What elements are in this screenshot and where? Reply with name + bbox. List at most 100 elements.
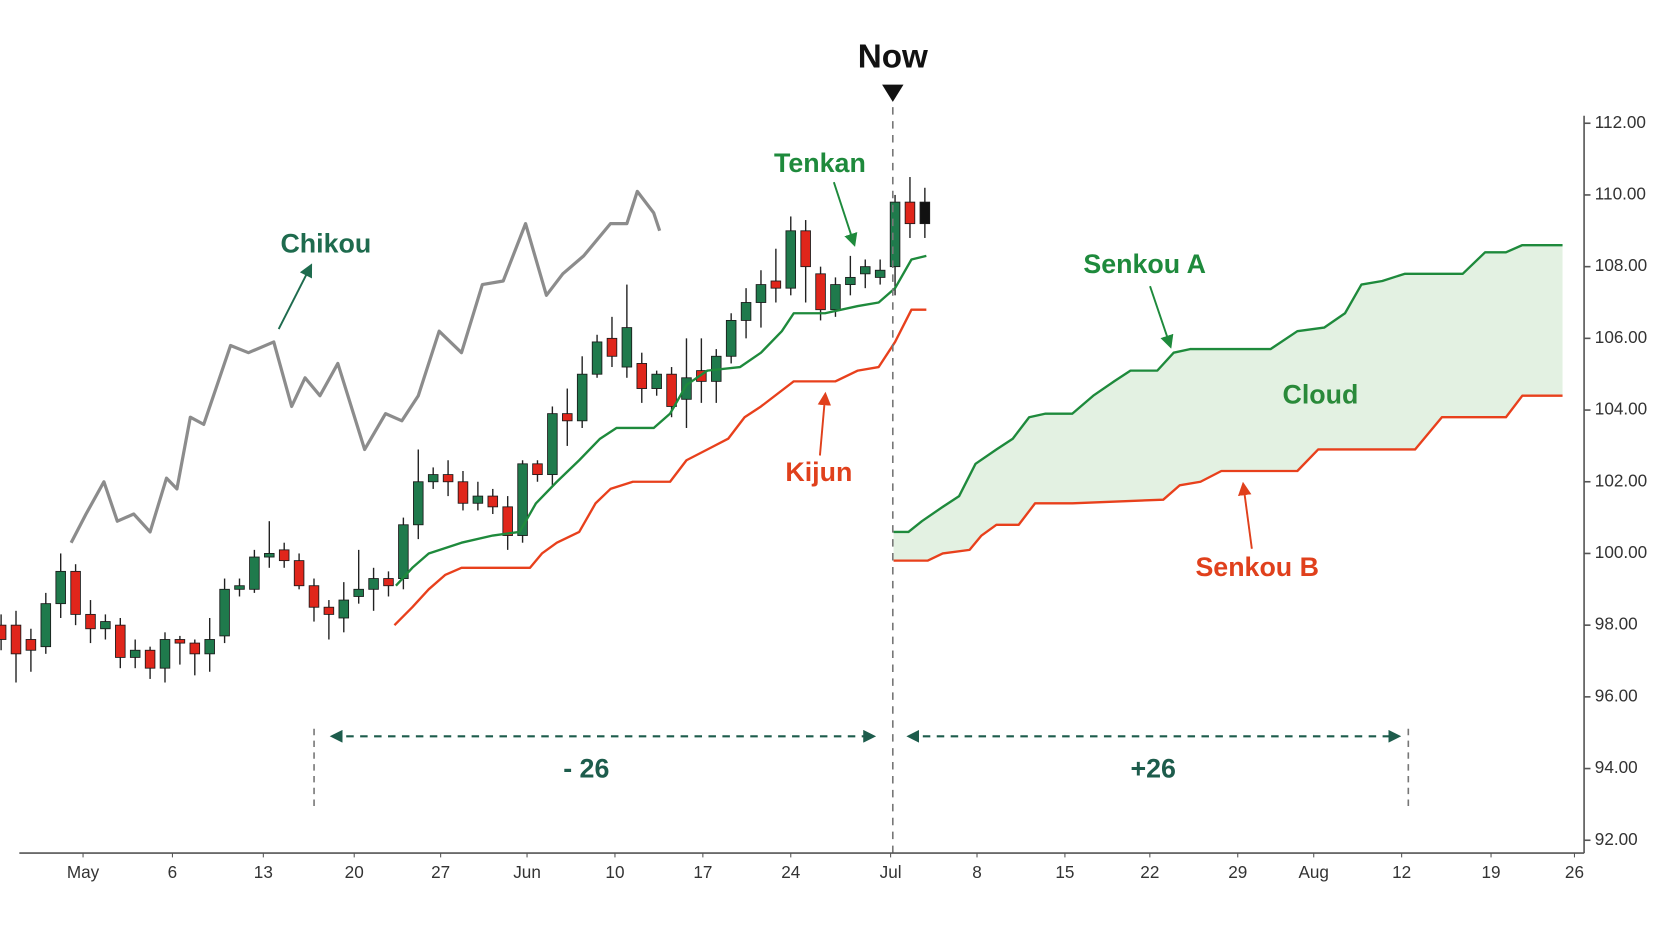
x-tick-label: May — [67, 862, 100, 882]
x-tick-label: 24 — [781, 862, 801, 882]
candle-body — [606, 337, 618, 357]
candle-body — [725, 319, 737, 357]
candle-body — [815, 273, 826, 311]
x-tick-label: 15 — [1055, 862, 1074, 882]
candle-body — [413, 481, 424, 526]
x-tick-label: 10 — [605, 862, 624, 882]
senkou-a-arrow — [1149, 285, 1174, 349]
candle-body — [576, 373, 588, 422]
candle-body — [487, 495, 499, 508]
candle-body — [457, 481, 469, 504]
tenkan-arrow — [832, 181, 858, 247]
candle-body — [904, 201, 916, 225]
candle-body — [427, 474, 439, 483]
cloud-layer — [893, 245, 1563, 561]
now-marker — [882, 84, 904, 102]
back-label: - 26 — [563, 754, 609, 784]
y-tick-label: 92.00 — [1595, 829, 1638, 849]
candle-body — [785, 230, 797, 289]
forward-label: +26 — [1131, 754, 1176, 784]
series-label: Tenkan — [774, 148, 866, 178]
y-tick-label: 98.00 — [1595, 614, 1638, 634]
candle-body — [338, 599, 350, 619]
y-tick-label: 96.00 — [1595, 685, 1638, 705]
candle-body — [293, 560, 305, 587]
x-tick-label: Jun — [513, 862, 541, 882]
candle-body — [85, 613, 96, 630]
candle-body — [636, 363, 648, 389]
x-tick-label: 27 — [431, 862, 450, 882]
chikou-arrow — [277, 263, 313, 330]
x-tick-label: 12 — [1392, 862, 1411, 882]
candle-body — [40, 603, 52, 648]
y-tick-label: 112.00 — [1595, 112, 1646, 132]
x-tick-label: 17 — [693, 862, 712, 882]
candle-body — [845, 276, 856, 286]
candle-body — [547, 413, 558, 476]
x-tick-label: 20 — [345, 862, 364, 882]
candle-body — [770, 280, 782, 289]
marks — [0, 177, 1563, 683]
candle-body — [219, 588, 230, 637]
candle-body — [562, 413, 573, 422]
candle-body — [621, 327, 633, 368]
candle-body — [502, 506, 513, 536]
candle-body — [666, 373, 677, 407]
candle-body — [25, 639, 37, 651]
x-tick-label: 26 — [1565, 862, 1584, 882]
y-tick-label: 106.00 — [1595, 327, 1647, 347]
cloud — [893, 245, 1563, 561]
candle-body — [10, 624, 22, 655]
x-tick-label: Jul — [880, 862, 902, 882]
candle-body — [353, 588, 364, 597]
y-tick-label: 102.00 — [1595, 470, 1647, 490]
candle-body — [115, 624, 126, 658]
candle-body — [830, 284, 841, 311]
x-tick-label: 29 — [1228, 862, 1247, 882]
candle-body — [204, 639, 215, 655]
y-tick-label: 104.00 — [1595, 399, 1647, 419]
x-tick-label: 13 — [254, 862, 273, 882]
candle-body — [368, 578, 379, 590]
candle-body — [681, 377, 692, 400]
candle-body — [591, 341, 603, 375]
candle-body — [308, 585, 320, 608]
indicator-line — [893, 243, 1563, 534]
cloud-label: Cloud — [1283, 380, 1359, 410]
candle-body — [264, 553, 275, 558]
series-label: Kijun — [785, 457, 852, 487]
candle-body — [323, 606, 335, 615]
indicator-line — [395, 254, 927, 587]
y-tick-label: 110.00 — [1595, 183, 1646, 203]
now-label: Now — [858, 39, 928, 76]
series-label: Chikou — [280, 229, 371, 259]
y-tick-label: 94.00 — [1595, 757, 1638, 777]
candle-body — [740, 302, 752, 321]
x-tick-label: 6 — [168, 862, 178, 882]
candle-body — [517, 463, 528, 536]
candle-body — [398, 524, 409, 579]
kijun-arrow — [817, 391, 832, 456]
candle-body — [800, 230, 811, 268]
candle-body — [174, 639, 186, 644]
candle-body — [189, 642, 201, 655]
indicator-line — [393, 308, 927, 626]
senkou-b-arrow — [1238, 481, 1253, 549]
candle-body — [278, 549, 290, 562]
candle-body — [532, 463, 543, 476]
candle-body — [249, 556, 260, 590]
series-label: Senkou B — [1195, 552, 1319, 582]
x-tick-label: 19 — [1482, 862, 1501, 882]
candle-body — [70, 570, 81, 615]
candle-body — [55, 570, 66, 605]
candle-body — [442, 474, 454, 483]
candle-body — [919, 201, 931, 225]
y-tick-label: 108.00 — [1595, 255, 1647, 275]
x-tick-label: 22 — [1140, 862, 1159, 882]
x-tick-label: 8 — [972, 862, 982, 882]
candle-body — [129, 649, 141, 658]
candle-body — [144, 649, 156, 669]
candle-body — [159, 639, 171, 669]
indicator-line — [69, 189, 662, 544]
